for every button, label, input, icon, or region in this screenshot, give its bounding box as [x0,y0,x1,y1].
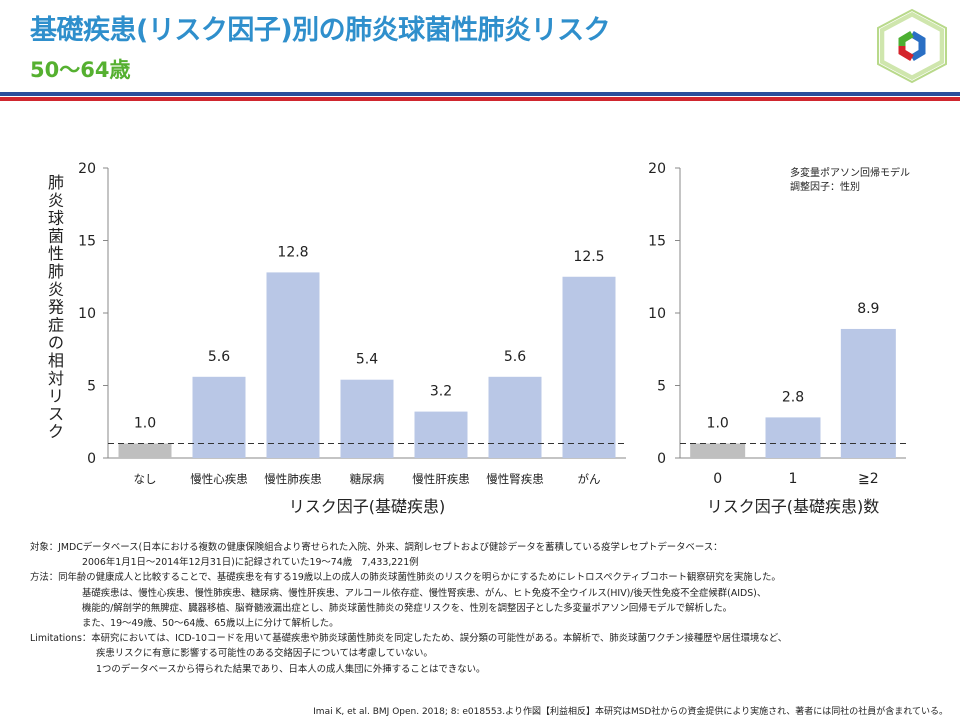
y-axis-title-char: 炎 [48,191,64,210]
data-label: 2.8 [782,389,804,405]
bar [414,411,468,458]
citation: Imai K, et al. BMJ Open. 2018; 8: e01855… [313,707,948,717]
y-tick-label: 10 [78,306,96,322]
notes-method-line: また、19〜49歳、50〜64歳、65歳以上に分けて解析した。 [82,618,339,630]
category-label: 糖尿病 [350,472,385,486]
y-axis-title-char: 肺 [48,173,64,192]
category-label: 0 [713,471,722,487]
data-label: 1.0 [134,416,156,432]
y-axis-title-char: ス [48,404,64,423]
y-axis-title-char: ク [48,422,64,441]
y-axis-title-char: 肺 [48,262,64,281]
data-label: 5.6 [504,349,526,365]
notes-method-line: 基礎疾患は、慢性心疾患、慢性肺疾患、糖尿病、慢性肝疾患、アルコール依存症、慢性腎… [82,587,767,599]
y-tick-label: 0 [87,451,96,467]
bar [690,443,746,458]
charts-area: 051015201.0なし5.6慢性心疾患12.8慢性肺疾患5.4糖尿病3.2慢… [48,161,910,516]
data-label: 12.5 [573,249,604,265]
notes-method-label: 方法： [30,572,59,584]
chart-annotation: 調整因子：性別 [790,180,860,193]
notes-limitations-line: 本研究においては、ICD-10コードを用いて基礎疾患や肺炎球菌性肺炎を同定したた… [91,633,788,645]
slide-header: 基礎疾患(リスク因子)別の肺炎球菌性肺炎リスク 50〜64歳 [0,0,960,90]
category-label: ≧2 [858,471,879,487]
category-label: 慢性腎疾患 [486,472,544,486]
category-label: 慢性心疾患 [190,472,248,486]
bar [840,328,896,458]
study-notes: 対象： JMDCデータベース(日本における複数の健康保険組合より寄せられた入院、外… [30,540,950,677]
y-axis-title-char: 菌 [48,226,64,245]
bar [765,417,821,458]
data-label: 8.9 [857,301,879,317]
hexagon-ring-logo-icon [877,8,947,84]
notes-limitations-line: 1つのデータベースから得られた結果であり、日本人の成人集団に外挿することはできな… [96,663,486,675]
chart-annotation: 多変量ポアソン回帰モデル [790,166,910,179]
category-label: 1 [789,471,798,487]
y-tick-label: 20 [648,161,666,177]
y-axis-title-char: 炎 [48,280,64,299]
bar [340,379,394,458]
category-label: 慢性肝疾患 [412,472,470,486]
bar [192,376,246,458]
y-axis-title-char: 球 [48,209,64,228]
y-tick-label: 15 [648,234,666,250]
notes-limitations-line: 疾患リスクに有意に影響する可能性のある交絡因子については考慮していない。 [96,648,433,660]
y-axis-title-char: 相 [48,351,64,370]
data-label: 12.8 [277,244,308,260]
bar [488,376,542,458]
notes-target-label: 対象： [30,542,59,553]
y-axis-title-char: 発 [48,298,64,317]
y-tick-label: 5 [87,379,96,395]
y-axis-title-char: 症 [48,315,64,334]
y-tick-label: 0 [657,451,666,467]
y-tick-label: 10 [648,306,666,322]
x-axis-title: リスク因子(基礎疾患) [289,497,446,516]
data-label: 1.0 [707,416,729,432]
notes-method-line: 機能的/解剖学的無脾症、臓器移植、脳脊髄液漏出症とし、肺炎球菌性肺炎の発症リスク… [82,602,733,614]
header-rule-blue [0,92,960,96]
data-label: 3.2 [430,384,452,400]
y-tick-label: 20 [78,161,96,177]
y-tick-label: 15 [78,234,96,250]
data-label: 5.4 [356,352,378,368]
x-axis-title: リスク因子(基礎疾患)数 [707,497,880,516]
y-axis-title-char: の [48,333,64,352]
y-axis-title-char: リ [48,387,64,406]
y-axis-title-char: 性 [48,244,64,263]
y-tick-label: 5 [657,379,666,395]
header-rule-red [0,97,960,101]
notes-method-line: 同年齢の健康成人と比較することで、基礎疾患を有する19歳以上の成人の肺炎球菌性肺… [58,572,781,584]
page-subtitle: 50〜64歳 [30,58,131,82]
bar [562,276,616,458]
category-label: 慢性肺疾患 [264,472,322,486]
page-title: 基礎疾患(リスク因子)別の肺炎球菌性肺炎リスク [30,15,611,46]
notes-target-line: 2006年1月1日〜2014年12月31日)に記録されていた19〜74歳 7,4… [82,557,419,569]
data-label: 5.6 [208,349,230,365]
bar [266,272,320,458]
category-label: なし [134,472,157,486]
bar [118,443,172,458]
notes-target-line: JMDCデータベース(日本における複数の健康保険組合より寄せられた入院、外来、調… [58,542,723,553]
category-label: がん [578,472,601,486]
notes-limitations-label: Limitations： [30,633,92,645]
y-axis-title-char: 対 [48,369,64,388]
